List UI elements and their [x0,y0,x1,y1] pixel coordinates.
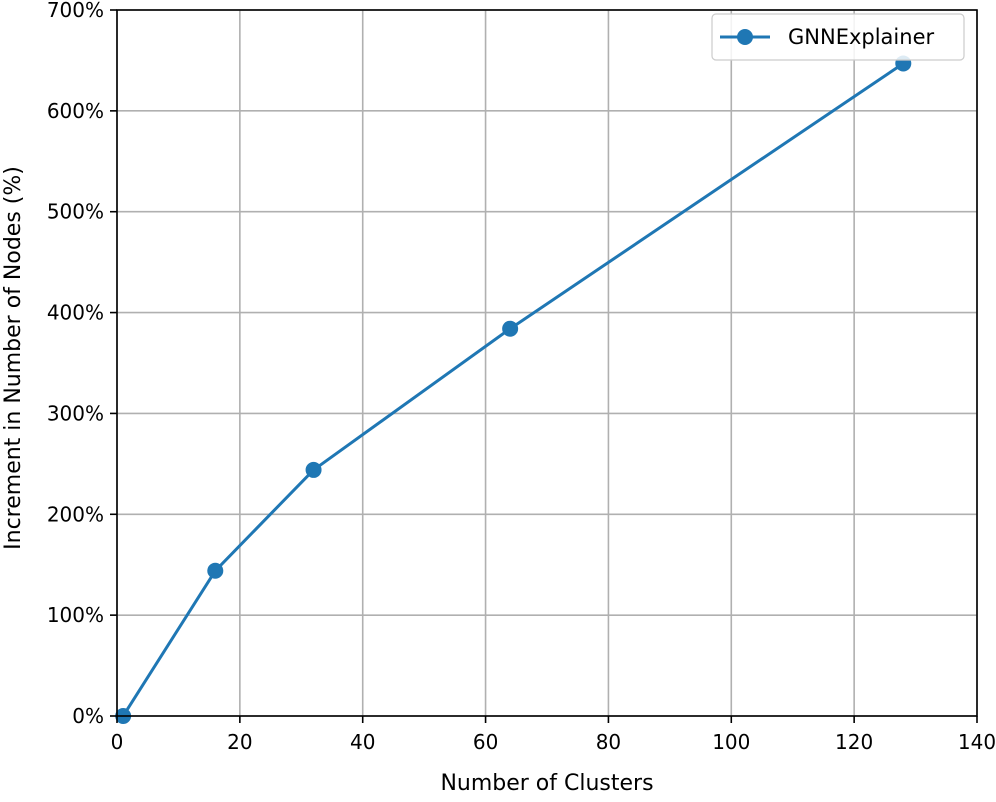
y-tick-label: 100% [47,603,104,627]
x-tick-label: 100 [712,730,750,754]
x-tick-label: 40 [350,730,375,754]
y-tick-label: 400% [47,301,104,325]
legend-box [711,13,965,61]
data-point [502,320,519,337]
legend: GNNExplainer [711,13,965,61]
axis-ticks: 0 20 40 60 80 100 120 140 0% 100% 200% 300% 400% 500%… [47,0,996,754]
y-axis-label: Increment in Number of Nodes (%) [1,166,26,550]
plot-frame [116,9,978,717]
y-tick-label: 600% [47,99,104,123]
x-tick-label: 0 [111,730,124,754]
legend-marker-swatch [737,29,753,45]
x-axis-label: Number of Clusters [440,771,653,796]
x-tick-label: 140 [958,730,996,754]
x-tick-label: 80 [596,730,621,754]
y-tick-label: 200% [47,502,104,526]
data-point [305,461,322,478]
legend-label-gnnexplainer: GNNExplainer [788,25,934,49]
y-tick-label: 300% [47,401,104,425]
series-layer [115,55,912,724]
x-tick-label: 60 [473,730,498,754]
x-tick-label: 120 [835,730,873,754]
y-tick-label: 700% [47,0,104,22]
data-point [207,562,224,579]
y-tick-label: 0% [72,704,104,728]
x-tick-label: 20 [227,730,252,754]
grid-lines [116,9,978,717]
y-tick-label: 500% [47,200,104,224]
